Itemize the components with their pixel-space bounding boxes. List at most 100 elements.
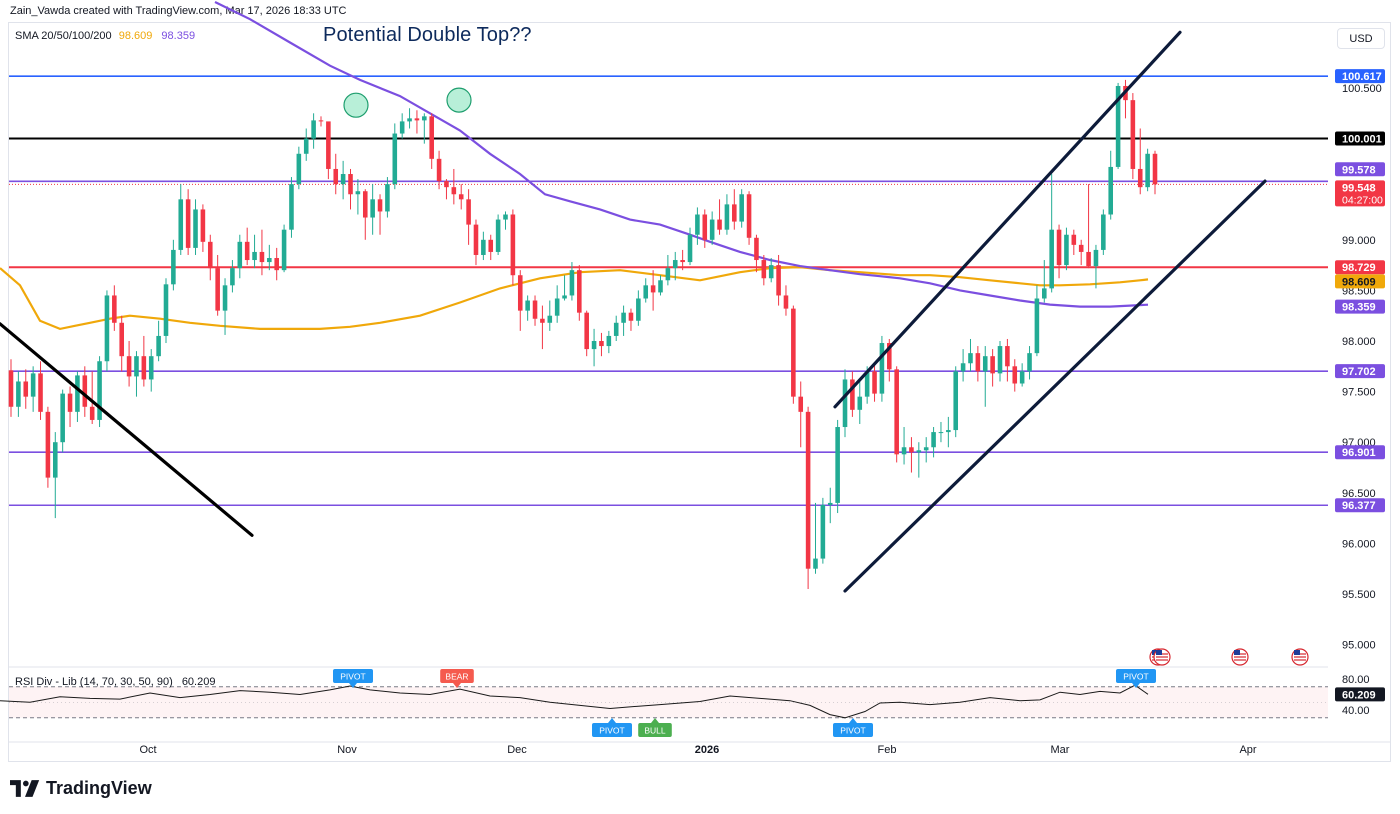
rsi-legend[interactable]: RSI Div - Lib (14, 70, 30, 50, 90) 60.20…: [15, 676, 215, 688]
price-tick-label: 100.500: [1342, 83, 1382, 95]
candle-body: [510, 214, 516, 276]
price-tag: 100.001: [1335, 131, 1385, 146]
rsi-legend-label: RSI Div - Lib (14, 70, 30, 50, 90): [15, 676, 173, 688]
candle-body: [348, 174, 353, 195]
candle-body: [827, 502, 833, 505]
rsi-marker-badge: [1116, 669, 1156, 683]
rsi-pane: 80.00 40.00 PIVOT BEAR PIVOT BULL PIVOT PIVOT: [0, 666, 1370, 737]
candle-body: [997, 346, 1003, 374]
rsi-marker-pointer: [453, 683, 461, 688]
candle-body: [1071, 234, 1077, 245]
candle-body: [732, 204, 737, 222]
candle-body: [864, 371, 870, 397]
rsi-marker-badge: [833, 723, 873, 737]
candle-body: [370, 199, 375, 218]
candle-body: [1093, 249, 1099, 267]
price-tag-bg: [1335, 131, 1385, 146]
candle-body: [525, 300, 530, 311]
candle-body: [606, 335, 612, 347]
rsi-marker-label: PIVOT: [1123, 672, 1149, 682]
candle-body: [650, 285, 656, 293]
price-tick-label: 97.500: [1342, 387, 1376, 399]
candle-body: [982, 356, 988, 372]
candle-body: [1115, 85, 1121, 167]
price-tag: 97.702: [1335, 364, 1385, 379]
candle-body: [148, 356, 154, 380]
price-tag-label: 96.377: [1342, 500, 1376, 512]
candle-body: [244, 241, 250, 261]
candle-body: [340, 174, 346, 185]
candle-body: [813, 558, 818, 569]
price-tag-bg: [1335, 162, 1385, 177]
candle-body: [562, 295, 567, 299]
candle-body: [8, 370, 14, 407]
candle-body: [1108, 166, 1114, 215]
rsi-value-tag-label: 60.209: [1342, 689, 1376, 701]
candle-body: [894, 369, 899, 455]
candle-body: [230, 268, 235, 286]
price-tag-bg: [1335, 274, 1385, 289]
sma-legend[interactable]: SMA 20/50/100/200 98.609 98.359: [15, 30, 195, 42]
candle-body: [879, 343, 885, 394]
candle-body: [436, 158, 442, 182]
sma-legend-label: SMA 20/50/100/200: [15, 30, 112, 42]
rsi-marker-pivot: PIVOT: [1116, 669, 1156, 688]
candle-body: [953, 371, 959, 431]
candle-body: [658, 280, 663, 293]
candle-body: [267, 258, 272, 263]
chart-title: Potential Double Top??: [323, 24, 532, 46]
candle-body: [1049, 229, 1054, 289]
rsi-line: [0, 684, 1149, 719]
candle-body: [909, 447, 914, 453]
price-tag-bg: [1335, 445, 1385, 460]
candle-body: [193, 209, 198, 248]
candle-body: [112, 295, 117, 323]
price-tag: 96.901: [1335, 445, 1385, 460]
candle-body: [185, 199, 191, 248]
candle-body: [768, 265, 774, 279]
candle-body: [613, 322, 619, 336]
price-tick-label: 96.000: [1342, 538, 1376, 550]
price-tag-label: 98.359: [1342, 302, 1376, 314]
candle-body: [222, 285, 228, 311]
candle-body: [407, 118, 412, 122]
candle-body: [842, 379, 848, 428]
currency-button[interactable]: USD: [1337, 28, 1385, 49]
us-flag-event-icon: [1231, 648, 1249, 666]
candle-body: [67, 393, 73, 412]
price-tick-label: 95.500: [1342, 589, 1376, 601]
candle-body: [97, 361, 102, 420]
price-tag: 99.578: [1335, 162, 1385, 177]
candle-body: [1145, 153, 1150, 188]
rsi-marker-pointer: [1132, 683, 1140, 688]
candle-body: [636, 298, 641, 321]
time-tick-label: Apr: [1239, 744, 1256, 756]
candle-body: [207, 241, 213, 269]
price-tag-bg: [1335, 498, 1385, 513]
candle-body: [1130, 100, 1136, 169]
chart-credit: Zain_Vawda created with TradingView.com,…: [10, 5, 347, 17]
candle-body: [1012, 366, 1018, 384]
chart-frame: [8, 22, 1391, 762]
trendlines: [0, 30, 1267, 593]
candle-body: [577, 270, 582, 313]
candle-body: [444, 181, 449, 188]
candle-body: [1005, 346, 1010, 367]
rsi-marker-bull: BULL: [638, 718, 672, 737]
price-tag-bg: [1335, 69, 1385, 84]
candle-body: [990, 356, 995, 374]
candle-body: [835, 427, 840, 503]
time-tick-label: Mar: [1051, 744, 1070, 756]
candle-body: [599, 341, 604, 347]
candle-body: [385, 184, 390, 212]
price-tag-label: 98.729: [1342, 262, 1376, 274]
candle-body: [163, 284, 169, 336]
candle-body: [540, 318, 545, 323]
candle-body: [754, 237, 759, 261]
horizontal-levels: [9, 75, 1328, 507]
rsi-marker-badge: [592, 723, 632, 737]
highlight-circles: [343, 87, 472, 118]
candle-body: [38, 373, 43, 412]
tradingview-brand-name: TradingView: [46, 778, 152, 798]
